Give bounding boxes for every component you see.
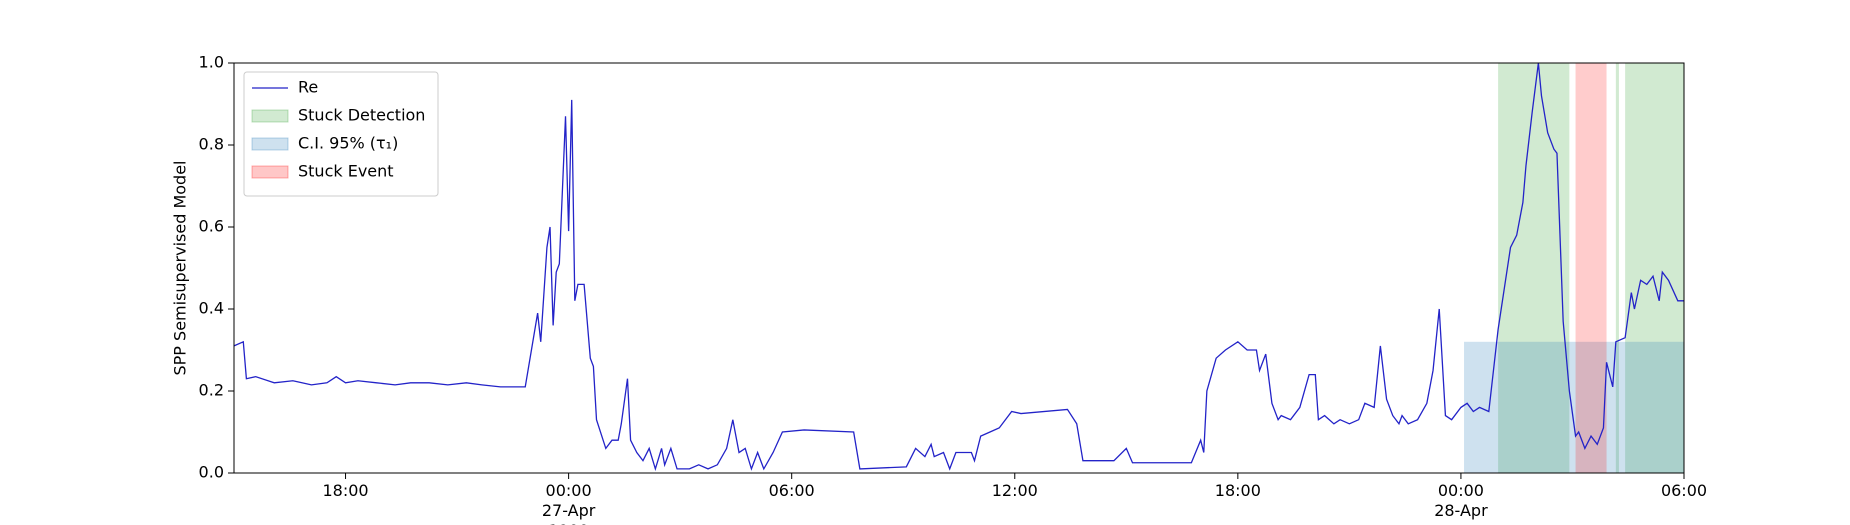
legend-label: C.I. 95% (τ₁) [298,134,398,153]
legend-patch [251,137,289,151]
x-tick-line: 06:00 [1661,481,1707,500]
span [1464,341,1684,473]
span [1498,63,1570,473]
y-axis-label: SPP Semisupervised Model [171,161,190,376]
x-tick-line: 00:00 [546,481,592,500]
y-tick-label: 0.6 [199,217,224,236]
x-tick-label: 18:00 [322,481,368,500]
x-tick-line: 18:00 [1215,481,1261,500]
x-tick-line: 12:00 [992,481,1038,500]
span [1575,63,1607,473]
span [1625,63,1684,473]
y-tick-label: 0.0 [199,463,224,482]
legend-patch [251,165,289,179]
legend-label: Re [298,78,318,97]
legend-box [243,71,439,197]
y-tick-label: 0.4 [199,299,224,318]
x-tick-label: 06:00 [1661,481,1707,500]
x-tick-label: 00:00 28-Apr [1434,481,1488,520]
x-tick-label: 18:00 [1215,481,1261,500]
x-tick-label: 06:00 [769,481,815,500]
y-tick-label: 1.0 [199,53,224,72]
span [1615,63,1619,473]
x-tick-label: 12:00 [992,481,1038,500]
x-tick-line: 1900 [548,521,589,525]
x-tick-line: 28-Apr [1434,501,1488,520]
x-tick-line: 27-Apr [542,501,596,520]
line [233,62,1684,472]
x-tick-line: 06:00 [769,481,815,500]
x-tick-line: 00:00 [1438,481,1484,500]
y-tick-label: 0.2 [199,381,224,400]
legend-patch [251,109,289,123]
y-tick-label: 0.8 [199,135,224,154]
plot-frame [233,62,1685,474]
legend-label: Stuck Event [298,162,394,181]
x-tick-line: 18:00 [322,481,368,500]
legend-label: Stuck Detection [298,106,425,125]
